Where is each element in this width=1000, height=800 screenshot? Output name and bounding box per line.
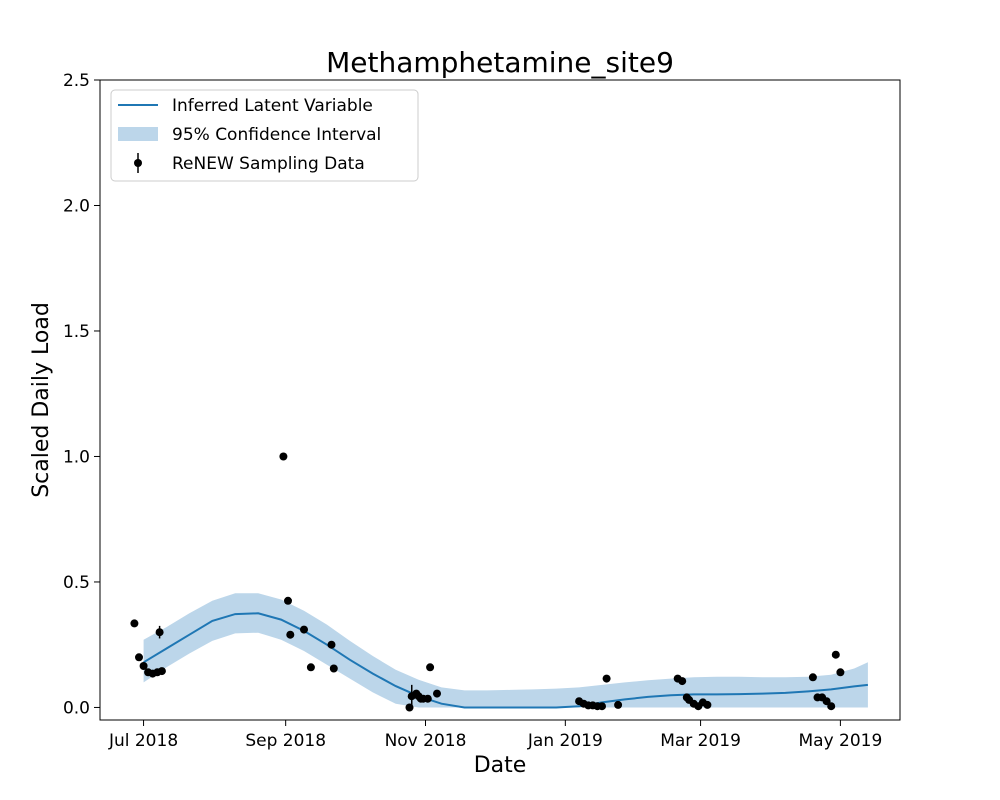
sampling-point [300, 625, 308, 634]
x-axis-ticks: Jul 2018 Sep 2018 Nov 2018 Jan 2019 Mar 2019… [108, 720, 882, 751]
sampling-point [433, 689, 441, 698]
sampling-point [286, 630, 295, 639]
sampling-point [155, 628, 164, 637]
plot-frame [99, 79, 901, 721]
x-tick-label: Mar 2019 [660, 731, 741, 751]
legend-entry-ci: 95% Confidence Interval [172, 125, 381, 145]
sampling-point [279, 452, 288, 461]
legend-point-swatch [134, 159, 142, 167]
y-tick-label: 0.5 [63, 573, 90, 593]
x-tick-label: Nov 2018 [385, 731, 467, 751]
sampling-point [426, 663, 435, 672]
sampling-point [827, 702, 836, 711]
chart-title: Methamphetamine_site9 [326, 46, 674, 79]
latent-line-layer [143, 612, 869, 709]
y-axis-ticks: 0.0 0.5 1.0 1.5 2.0 2.5 [63, 71, 100, 718]
sampling-point [157, 667, 166, 676]
x-tick-label: May 2019 [798, 731, 882, 751]
x-tick-label: Jan 2019 [527, 731, 603, 751]
y-tick-label: 2.5 [63, 71, 90, 91]
legend: Inferred Latent Variable 95% Confidence … [110, 89, 419, 182]
x-tick-label: Jul 2018 [108, 731, 178, 751]
sampling-point [327, 640, 336, 649]
sampling-points-layer [130, 452, 845, 712]
sampling-point [602, 674, 611, 683]
sampling-point [598, 702, 606, 711]
confidence-band-layer [143, 593, 868, 708]
x-tick-label: Sep 2018 [245, 731, 326, 751]
sampling-point [139, 662, 148, 670]
y-tick-label: 1.0 [63, 447, 90, 467]
sampling-point [831, 650, 840, 659]
legend-entry-sampling: ReNEW Sampling Data [172, 154, 365, 174]
sampling-point [284, 596, 292, 605]
x-axis-label: Date [474, 753, 527, 778]
sampling-point [135, 653, 143, 662]
legend-band-swatch [118, 127, 158, 141]
latent-variable-line [143, 612, 869, 709]
sampling-point [423, 694, 432, 703]
y-tick-label: 2.0 [63, 196, 90, 216]
confidence-band [143, 593, 868, 708]
sampling-point [703, 700, 712, 709]
legend-entry-latent: Inferred Latent Variable [172, 96, 373, 116]
y-axis-label: Scaled Daily Load [29, 302, 54, 498]
legend-box [110, 89, 419, 182]
sampling-point [808, 673, 817, 682]
sampling-point [306, 663, 315, 672]
sampling-point [130, 619, 139, 628]
y-tick-label: 0.0 [63, 698, 90, 718]
sampling-point [614, 700, 623, 709]
y-tick-label: 1.5 [63, 322, 90, 342]
sampling-point [836, 668, 845, 677]
sampling-point [678, 677, 687, 686]
sampling-point [329, 664, 338, 673]
